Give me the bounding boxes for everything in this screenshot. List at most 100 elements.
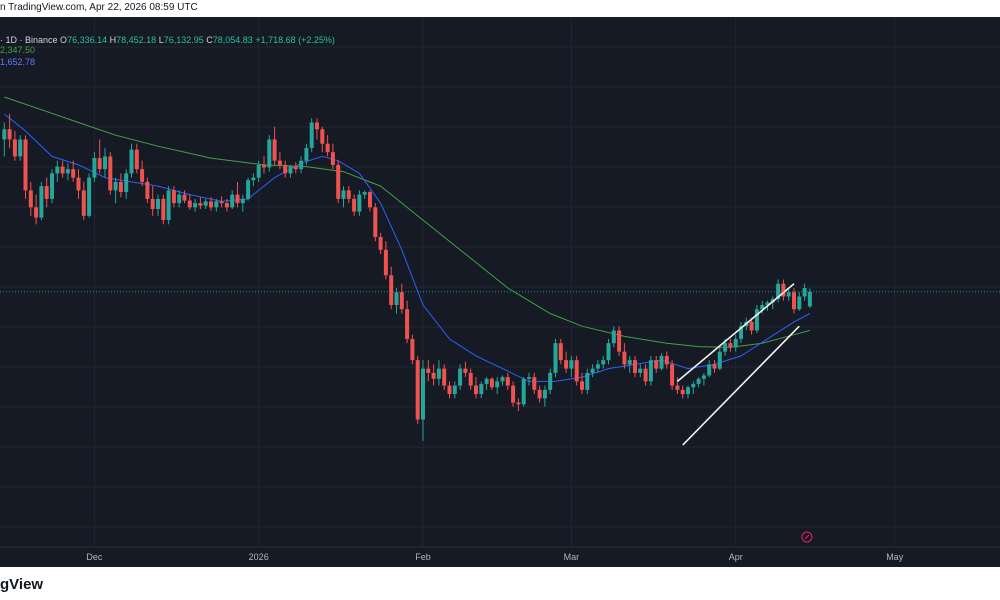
candle-body: [214, 201, 219, 208]
candle-body: [352, 198, 357, 212]
candle-body: [537, 389, 542, 399]
candle-down: [383, 241, 388, 280]
time-axis-label: Mar: [564, 552, 580, 562]
candle-down: [44, 177, 49, 208]
candle-body: [643, 368, 648, 382]
candle-up: [754, 304, 759, 333]
candle-down: [792, 287, 796, 314]
candle-up: [246, 177, 251, 201]
candle-up: [686, 385, 690, 399]
candle-body: [426, 368, 431, 373]
candle-up: [659, 353, 664, 371]
ma-long-line: [4, 96, 811, 348]
candle-body: [691, 383, 696, 388]
candle-body: [272, 139, 277, 161]
candle-up: [92, 152, 97, 182]
candle-up: [776, 279, 781, 303]
candle-body: [807, 291, 812, 307]
candle-body: [193, 203, 198, 208]
candle-body: [696, 378, 701, 384]
candle-body: [548, 372, 553, 390]
candle-down: [415, 355, 420, 424]
candle-body: [2, 129, 7, 140]
candle-body: [219, 201, 224, 204]
candle-down: [23, 135, 28, 199]
candle-body: [293, 166, 298, 170]
candle-up: [701, 372, 706, 386]
candle-body: [553, 343, 558, 373]
candle-body: [474, 385, 478, 395]
candle-down: [516, 398, 521, 412]
candle-body: [532, 377, 537, 390]
candle-down: [378, 232, 383, 255]
candle-up: [590, 364, 595, 378]
candle-down: [643, 364, 648, 386]
ma-long-legend: 2,347.50: [0, 45, 36, 55]
candle-body: [542, 389, 547, 399]
low-label: L: [158, 35, 164, 45]
candle-body: [309, 122, 314, 148]
candle-body: [346, 190, 351, 199]
candle-down: [330, 143, 335, 170]
candle-down: [431, 364, 436, 386]
candle-body: [468, 372, 473, 386]
candle-down: [134, 143, 139, 174]
candle-down: [171, 186, 176, 208]
candle-body: [34, 207, 39, 218]
candle-body: [320, 129, 325, 144]
candle-body: [675, 385, 680, 390]
candle-up: [484, 377, 489, 390]
candle-up: [495, 377, 500, 395]
candle-body: [489, 378, 494, 388]
candle-body: [664, 355, 669, 365]
chart-area[interactable]: Dec 2026 Feb Mar Apr May · 1D · Binance O76,3…: [0, 17, 1000, 567]
candle-body: [601, 360, 606, 365]
candle-body: [71, 169, 76, 178]
ma-short-legend: 1,652.78: [0, 57, 36, 67]
candle-body: [399, 292, 404, 310]
candle-down: [81, 181, 86, 221]
candle-down: [447, 381, 452, 399]
candle-body: [463, 368, 468, 373]
candle-up: [638, 364, 643, 378]
candle-body: [60, 166, 65, 174]
candle-down: [654, 355, 659, 373]
candle-down: [145, 177, 150, 204]
candle-body: [733, 338, 738, 348]
candle-down: [633, 355, 637, 378]
candle-body: [452, 385, 457, 395]
candle-body: [39, 186, 44, 218]
candle-down: [209, 197, 213, 211]
candle-up: [156, 194, 160, 216]
candle-body: [680, 389, 685, 395]
chart-header: n TradingView.com, Apr 22, 2026 08:59 UT…: [0, 0, 1000, 17]
candle-down: [12, 130, 17, 161]
event-icon-stroke: [804, 534, 810, 540]
candle-up: [691, 381, 696, 395]
candle-body: [267, 139, 272, 168]
candle-up: [18, 135, 23, 161]
candle-up: [55, 160, 60, 182]
candle-up: [786, 287, 791, 301]
high-value: 78,452.18: [116, 35, 157, 45]
candle-down: [7, 113, 12, 148]
candle-down: [76, 169, 81, 199]
candle-body: [97, 158, 102, 170]
candle-body: [23, 139, 28, 191]
candle-body: [161, 198, 166, 221]
candle-down: [161, 194, 166, 225]
candle-down: [511, 381, 516, 407]
price-chart[interactable]: Dec 2026 Feb Mar Apr May: [0, 17, 1000, 567]
candle-down: [336, 160, 341, 204]
candle-up: [203, 198, 208, 210]
candle-up: [240, 194, 245, 212]
candle-down: [346, 186, 351, 204]
candle-up: [309, 118, 314, 153]
candle-body: [797, 296, 802, 310]
ohlc-legend: · 1D · Binance O76,336.14 H78,452.18 L76…: [0, 35, 335, 45]
candle-body: [118, 181, 123, 193]
candle-down: [198, 197, 203, 210]
time-axis-label: Feb: [415, 552, 431, 562]
candle-body: [299, 160, 304, 170]
candle-body: [103, 156, 107, 170]
